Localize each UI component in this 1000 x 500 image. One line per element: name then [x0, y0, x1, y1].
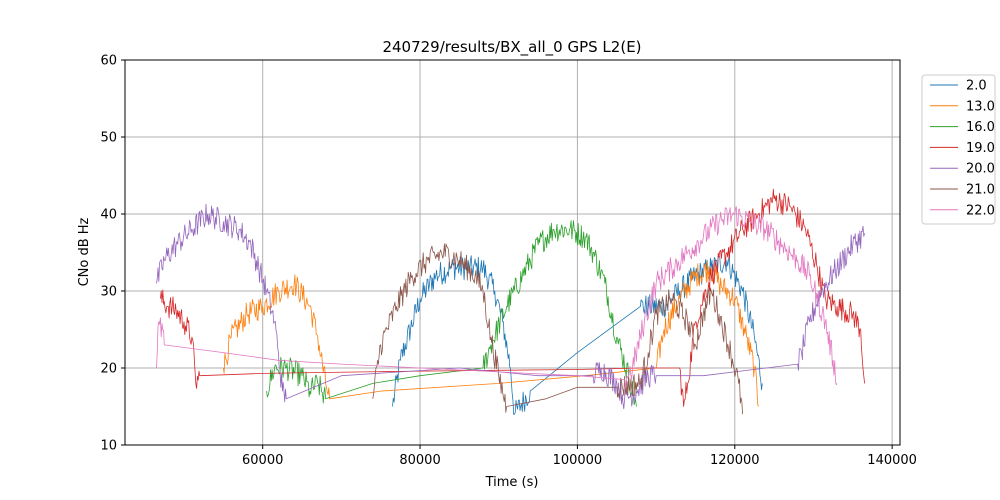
- y-tick-label: 40: [100, 208, 117, 223]
- x-tick-label: 140000: [867, 453, 917, 468]
- series-line-22.0: [156, 206, 838, 389]
- legend-label: 13.0: [966, 99, 995, 114]
- x-tick-label: 60000: [242, 453, 283, 468]
- y-tick-label: 10: [100, 439, 117, 454]
- y-tick-label: 20: [100, 362, 117, 377]
- x-tick-label: 80000: [399, 453, 440, 468]
- legend-label: 21.0: [966, 183, 995, 198]
- y-tick-label: 60: [100, 54, 117, 69]
- legend-label: 20.0: [966, 162, 995, 177]
- legend-label: 22.0: [966, 203, 995, 218]
- plot-frame: [124, 59, 901, 446]
- series-line-20.0: [156, 203, 865, 410]
- chart-title: 240729/results/BX_all_0 GPS L2(E): [382, 38, 641, 57]
- axis-ticks: 60000 80000 100000 120000 140000 10 20 30 40 50 60: [100, 54, 916, 469]
- series-line-13.0: [223, 261, 759, 407]
- y-tick-label: 50: [100, 131, 117, 146]
- legend-box: [921, 74, 996, 225]
- series-line-19.0: [160, 188, 865, 407]
- series-line-21.0: [372, 243, 743, 415]
- series-line-16.0: [266, 220, 637, 407]
- y-tick-label: 30: [100, 285, 117, 300]
- x-tick-label: 120000: [710, 453, 760, 468]
- series-layer: [156, 188, 865, 415]
- legend-label: 19.0: [966, 141, 995, 156]
- x-axis-title: Time (s): [485, 475, 539, 490]
- legend-label: 16.0: [966, 120, 995, 135]
- legend: 2.0 13.0 16.0 19.0 20.0 21.0 22.0: [921, 74, 996, 225]
- x-tick-label: 100000: [553, 453, 603, 468]
- legend-label: 2.0: [966, 79, 987, 94]
- y-axis-title: CNo dB Hz: [77, 217, 92, 286]
